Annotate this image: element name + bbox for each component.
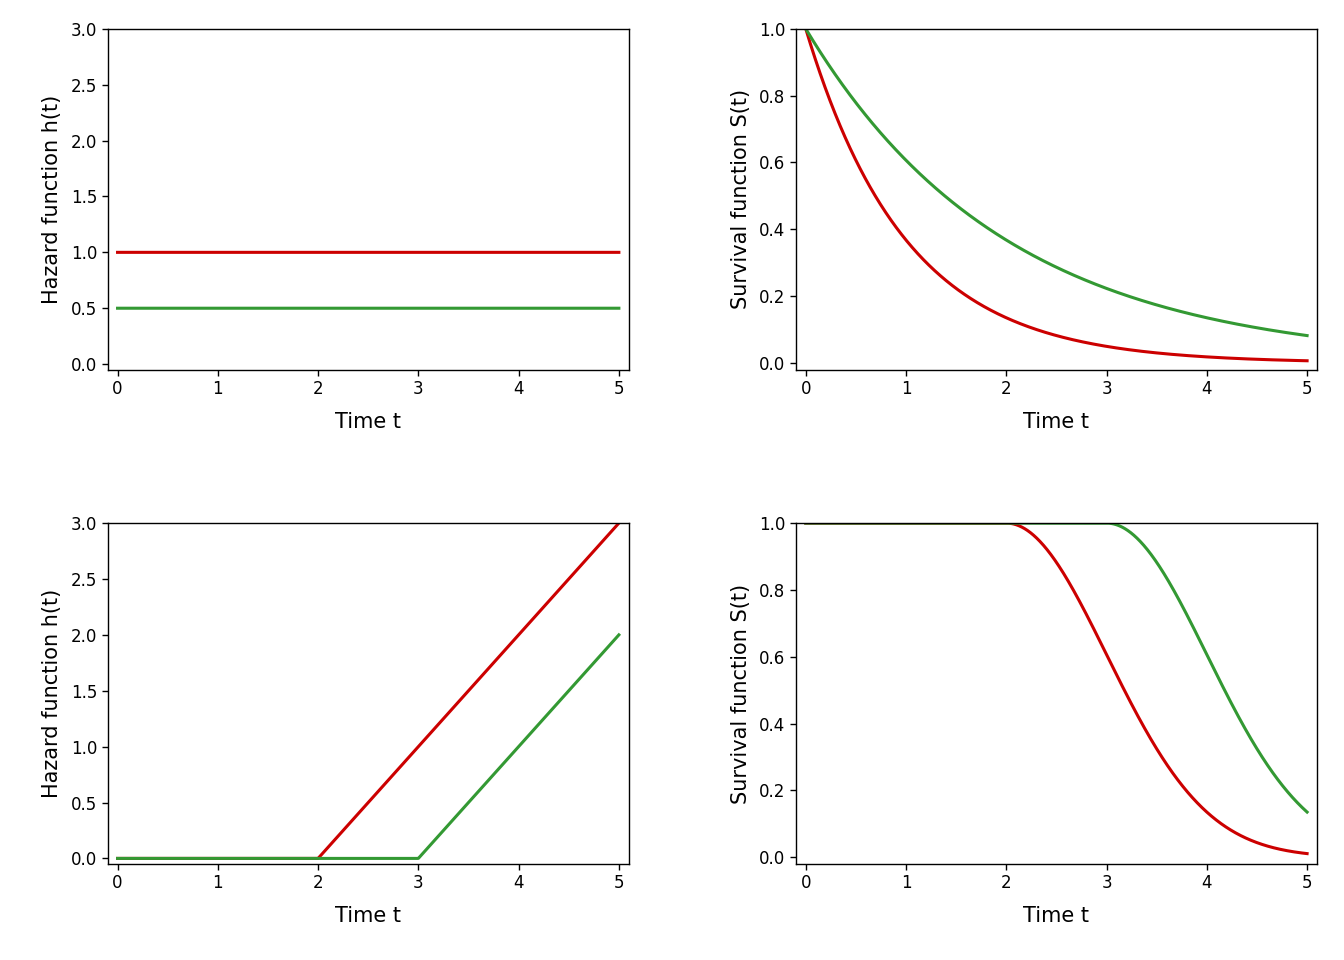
X-axis label: Time t: Time t [1023,906,1090,926]
Y-axis label: Hazard function h(t): Hazard function h(t) [43,588,62,798]
X-axis label: Time t: Time t [335,412,402,432]
Y-axis label: Survival function S(t): Survival function S(t) [731,89,750,309]
X-axis label: Time t: Time t [335,906,402,926]
Y-axis label: Survival function S(t): Survival function S(t) [731,584,750,804]
Y-axis label: Hazard function h(t): Hazard function h(t) [43,95,62,304]
X-axis label: Time t: Time t [1023,412,1090,432]
